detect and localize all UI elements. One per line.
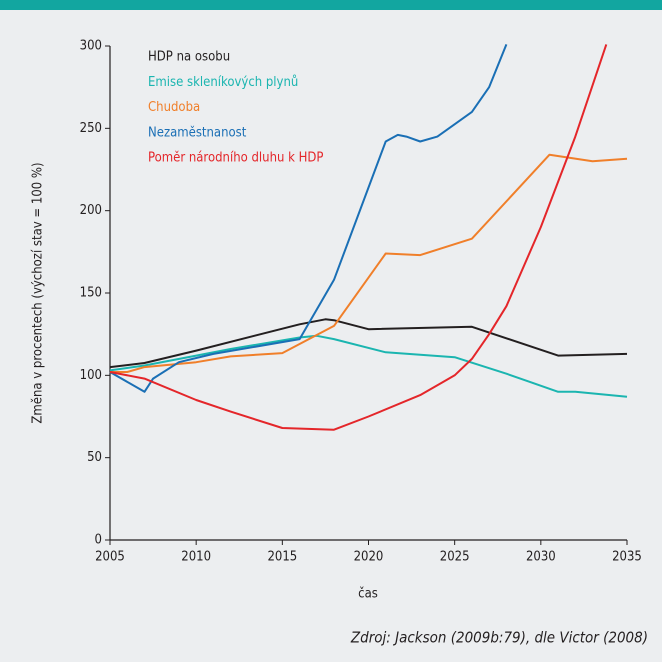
x-tick-label: 2015 (267, 550, 297, 565)
top-bar (0, 0, 662, 10)
legend-entry: Poměr národního dluhu k HDP (148, 151, 323, 166)
x-tick-label: 2020 (354, 550, 384, 565)
series-line (110, 153, 628, 373)
x-tick-label: 2005 (95, 550, 125, 565)
y-tick-label: 50 (87, 450, 102, 465)
x-tick-label: 2030 (526, 550, 556, 565)
series-line (109, 44, 608, 431)
x-tick-label: 2035 (612, 550, 642, 565)
x-axis-label: čas (358, 587, 378, 602)
legend-entry: Nezaměstnanost (148, 125, 247, 140)
x-tick-label: 2025 (440, 550, 470, 565)
y-tick-label: 100 (80, 368, 102, 383)
y-tick-label: 250 (80, 121, 102, 136)
y-tick-label: 0 (95, 533, 102, 548)
series-line (109, 334, 628, 398)
legend-entry: Emise skleníkových plynů (148, 75, 298, 90)
source: Zdroj: Jackson (2009b:79), dle Victor (2… (350, 629, 648, 647)
y-tick-label: 300 (80, 39, 102, 54)
y-tick-label: 200 (80, 203, 102, 218)
legend-entry: Chudoba (148, 100, 200, 115)
y-tick-label: 150 (80, 286, 102, 301)
x-tick-label: 2010 (181, 550, 211, 565)
legend-entry: HDP na osobu (148, 50, 230, 65)
series-line (109, 318, 628, 369)
series-line (109, 44, 508, 393)
y-axis-label: Změna v procentech (výchozí stav = 100 %… (31, 162, 46, 423)
